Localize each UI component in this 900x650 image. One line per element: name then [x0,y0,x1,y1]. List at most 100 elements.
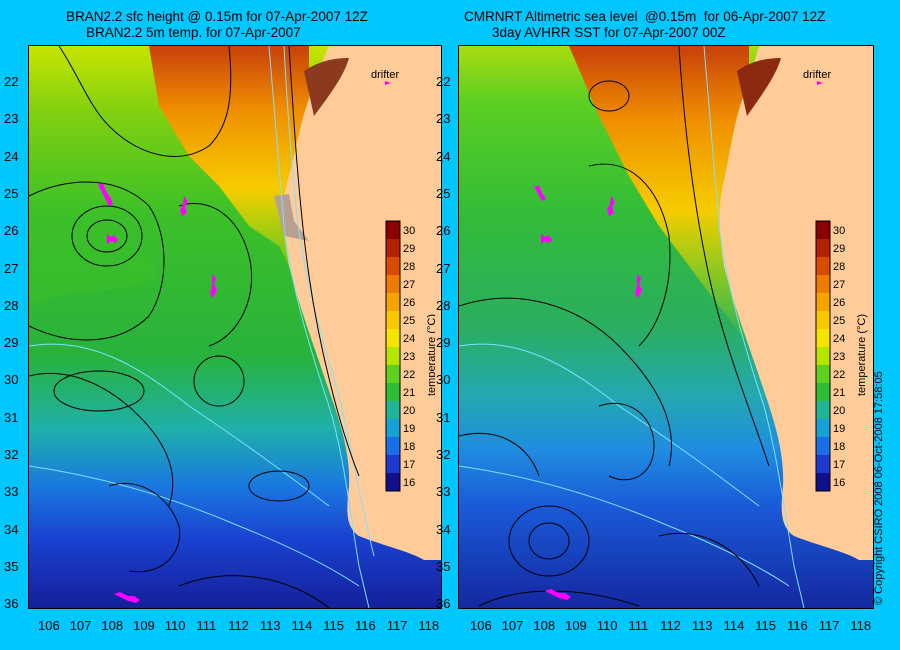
copyright-text-container: © Copyright CSIRO 2008 06-Oct-2008 17:58… [873,371,887,615]
colorbar-swatch [816,239,830,258]
colorbar-tick-22: 22 [833,369,845,381]
lon-label-106: 106 [38,618,60,633]
colorbar-swatch [386,473,400,492]
lat-label-26: 26 [436,223,451,239]
lat-label-22: 22 [436,74,451,89]
colorbar-tick-20: 20 [833,405,845,417]
colorbar-tick-21: 21 [833,387,845,399]
lat-label-36: 36 [4,596,19,612]
colorbar-tick-16: 16 [833,477,845,489]
lat-label-34: 34 [4,521,19,537]
land-mass [283,46,441,560]
lat-label-36: 36 [436,596,451,612]
colorbar-swatch [816,455,830,474]
lat-label-26: 26 [4,223,19,239]
colorbar-swatch [816,275,830,294]
colorbar-tick-29: 29 [403,243,415,255]
colorbar-border [815,220,831,492]
colorbar-tick-27: 27 [833,279,845,291]
right-map-svg: drifter [459,46,873,608]
lat-label-25: 25 [4,185,19,201]
drifter-tracks [95,179,217,603]
lon-label-109: 109 [133,618,155,633]
lat-label-29: 29 [4,335,19,351]
colorbar-tick-29: 29 [833,243,845,255]
lon-label-114: 114 [291,618,313,633]
left-temperature-colorbar: 30 29 28 27 26 25 24 23 22 21 20 19 18 17 16 temperatur… [385,220,435,492]
drifter-tracks [531,181,642,600]
colorbar-tick-20: 20 [403,405,415,417]
colorbar-tick-22: 22 [403,369,415,381]
colorbar-tick-23: 23 [833,351,845,363]
lon-label-111: 111 [196,618,217,633]
lon-label-117: 117 [818,618,840,633]
lat-label-34: 34 [436,521,451,537]
colorbar-swatch [386,311,400,330]
colorbar-border [385,220,401,492]
colorbar-tick-26: 26 [403,297,415,309]
land-mass [719,46,873,560]
colorbar-swatch [386,275,400,294]
colorbar-swatch [386,329,400,348]
lat-label-33: 33 [436,484,451,500]
lat-label-33: 33 [4,484,19,500]
lon-label-118: 118 [418,618,440,633]
right-temperature-colorbar: 30 29 28 27 26 25 24 23 22 21 20 19 18 17 16 temperatur… [815,220,868,492]
colorbar-tick-16: 16 [403,477,415,489]
colorbar-tick-25: 25 [403,315,415,327]
lat-label-31: 31 [4,409,19,425]
lat-label-30: 30 [436,372,451,388]
colorbar-tick-18: 18 [833,441,845,453]
colorbar-title: temperature (°C) [856,314,868,396]
lat-label-28: 28 [436,297,451,313]
colorbar-swatch [816,419,830,438]
colorbar-swatch [386,437,400,456]
colorbar-tick-21: 21 [403,387,415,399]
lon-label-118: 118 [850,618,872,633]
ssh-contours [29,46,360,608]
left-map-panel: drifter [28,45,442,609]
drifter-legend-marker [817,81,823,85]
left-title-line2: BRAN2.2 5m temp. for 07-Apr-2007 [86,25,301,40]
colorbar-tick-26: 26 [833,297,845,309]
colorbar-tick-30: 30 [403,225,415,237]
lon-label-113: 113 [259,618,281,633]
colorbar-swatch [816,401,830,420]
right-title-line2: 3day AVHRR SST for 07-Apr-2007 00Z [492,25,726,40]
colorbar-tick-18: 18 [403,441,415,453]
lon-label-112: 112 [228,618,249,633]
drifter-legend-label: drifter [371,69,399,81]
lat-label-27: 27 [436,260,451,276]
lat-label-25: 25 [436,185,451,201]
drifter-legend-label: drifter [803,69,831,81]
warm-sst-field [569,46,749,346]
left-title-line1: BRAN2.2 sfc height @ 0.15m for 07-Apr-20… [66,9,368,24]
colorbar-swatch [816,473,830,492]
lon-label-112: 112 [660,618,681,633]
lon-label-117: 117 [386,618,408,633]
lat-label-28: 28 [4,297,19,313]
lat-label-23: 23 [4,111,19,127]
lon-label-114: 114 [723,618,745,633]
lat-label-35: 35 [4,558,19,574]
lat-label-30: 30 [4,372,19,388]
lon-label-108: 108 [533,618,556,633]
lon-label-111: 111 [628,618,649,633]
colorbar-tick-24: 24 [403,333,415,345]
lat-label-22: 22 [4,74,19,89]
lon-label-107: 107 [501,618,524,633]
lon-label-108: 108 [101,618,124,633]
lon-label-109: 109 [565,618,587,633]
lat-label-23: 23 [436,111,451,127]
colorbar-title: temperature (°C) [426,314,435,396]
colorbar-swatch [386,383,400,402]
lat-label-32: 32 [436,447,451,462]
colorbar-swatch [386,257,400,276]
colorbar-swatch [386,419,400,438]
colorbar-swatch [386,401,400,420]
lon-label-107: 107 [69,618,92,633]
lon-label-113: 113 [691,618,713,633]
colorbar-swatch [386,239,400,258]
lon-label-110: 110 [596,618,618,633]
lat-label-24: 24 [436,148,451,164]
